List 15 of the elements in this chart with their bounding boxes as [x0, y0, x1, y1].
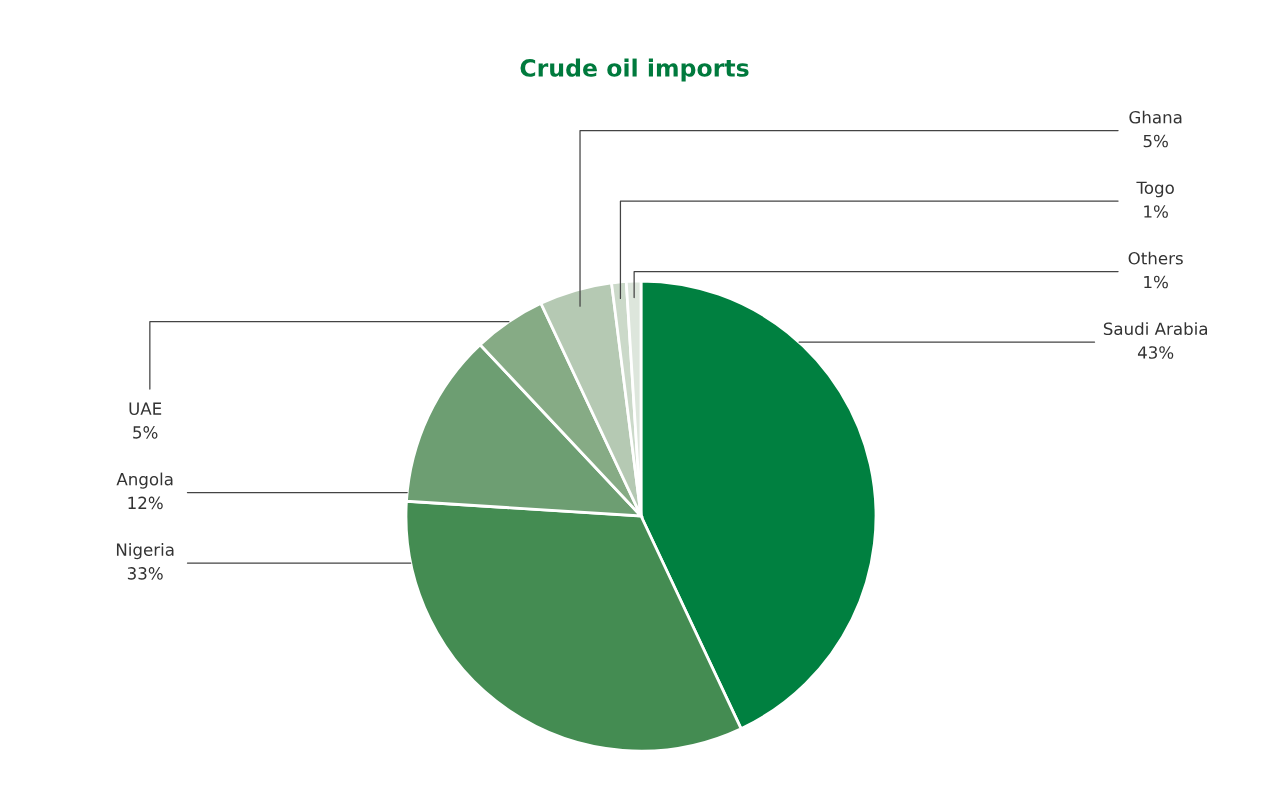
- slice-label: Ghana: [1129, 110, 1182, 124]
- data-label: 43%: [1137, 346, 1174, 359]
- data-label: 1%: [1144, 205, 1168, 218]
- slice-label: Saudi Arabia: [1103, 322, 1208, 336]
- data-label: 5%: [1143, 134, 1168, 148]
- data-label: 1%: [1144, 275, 1168, 289]
- data-label: 33%: [127, 567, 163, 580]
- data-label: 12%: [128, 496, 163, 510]
- data-label: 5%: [133, 426, 158, 439]
- slice-label: UAE: [129, 402, 162, 415]
- slice-label: Togo: [1136, 181, 1174, 198]
- slice-label: Others: [1128, 251, 1183, 265]
- slice-label: Angola: [116, 472, 173, 489]
- slice-label: Nigeria: [116, 543, 174, 560]
- chart-title: Crude oil imports: [520, 58, 749, 82]
